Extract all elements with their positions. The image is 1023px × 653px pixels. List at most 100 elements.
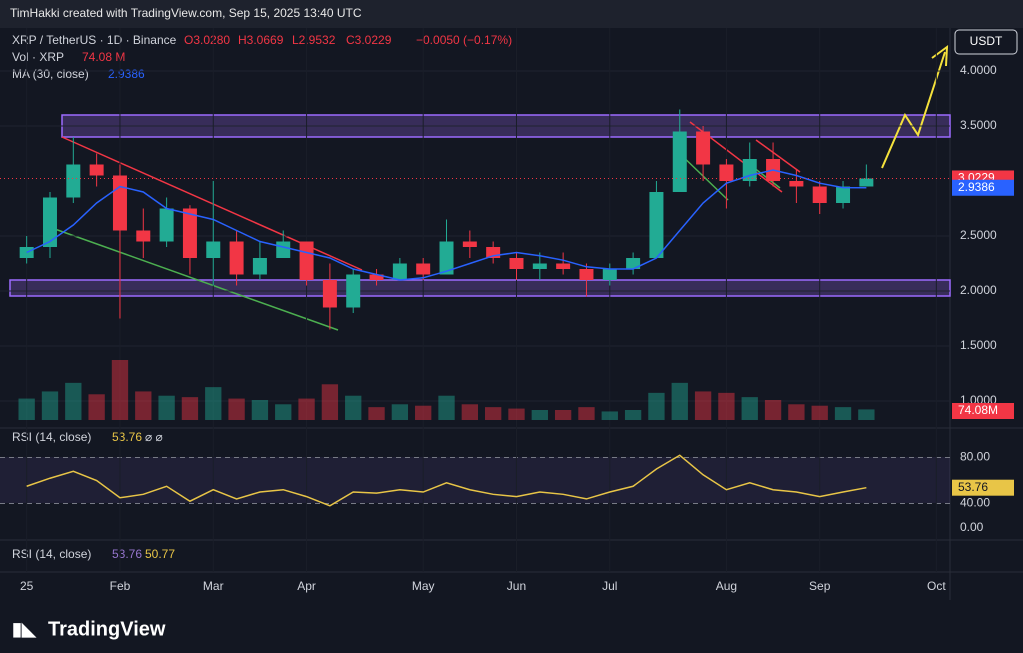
change: −0.0050 (−0.17%) [416, 33, 512, 47]
volume-bar [391, 404, 409, 420]
volume-bar [41, 391, 59, 420]
candle-body [206, 241, 221, 258]
x-tick-label: Apr [297, 579, 316, 593]
y-tick-label: 2.0000 [960, 283, 997, 297]
candle-body [66, 164, 81, 198]
candle-body [89, 164, 104, 176]
rsi-value: 53.76 [112, 430, 142, 444]
x-tick-label: Sep [809, 579, 831, 593]
volume-value: 74.08 M [82, 50, 125, 64]
volume-bar [181, 397, 199, 420]
volume-bar [741, 397, 758, 420]
ma-tag: 2.9386 [958, 180, 995, 194]
candle-body [859, 178, 874, 187]
volume-bar [648, 392, 665, 420]
candle-body [556, 263, 571, 269]
candle-body [276, 241, 291, 258]
candle-body [836, 186, 851, 203]
volume-bar [18, 398, 35, 420]
rsi-tick-label: 40.00 [960, 496, 990, 510]
candle-body [602, 269, 617, 280]
rsi2-value: 53.76 [112, 547, 142, 561]
candle-body [252, 258, 267, 275]
volume-bar [811, 405, 828, 420]
ma-line [26, 169, 867, 281]
currency-label[interactable]: USDT [970, 34, 1003, 48]
candle-body [626, 258, 641, 269]
volume-bar [694, 391, 712, 420]
volume-bar [65, 382, 82, 420]
candle-body [649, 192, 664, 258]
x-tick-label: Aug [716, 579, 737, 593]
rsi-line [26, 454, 867, 507]
rsi-tag-bg [952, 479, 1014, 496]
projection-arrow [881, 51, 946, 169]
volume-bar [368, 407, 385, 420]
candle-body [719, 164, 734, 181]
candle-body [812, 186, 827, 203]
candle-body [696, 131, 711, 165]
y-tick-label: 1.5000 [960, 338, 997, 352]
volume-bar [718, 392, 735, 420]
volume-bar [321, 384, 339, 420]
x-tick-label: Feb [110, 579, 131, 593]
volume-bar [251, 400, 269, 420]
candle-body [346, 274, 361, 308]
volume-bar [275, 404, 292, 420]
rsi-name: RSI (14, close) [12, 430, 91, 444]
credit: TimHakki created with TradingView.com, S… [10, 6, 362, 20]
rsi2-name: RSI (14, close) [12, 547, 91, 561]
y-tick-label: 3.5000 [960, 118, 997, 132]
footer [0, 600, 1023, 653]
header-bar [0, 0, 1023, 28]
x-tick-label: 25 [20, 579, 34, 593]
candle-body [159, 208, 174, 242]
candle-body [532, 263, 547, 269]
volume-bar [671, 382, 688, 420]
candle-body [299, 241, 314, 280]
candle-body [182, 208, 197, 258]
rsi-tick-label: 80.00 [960, 450, 990, 464]
volume-bar [88, 394, 105, 420]
volume-bar [531, 410, 548, 420]
rsi-band [0, 457, 950, 503]
candle-body [579, 269, 594, 280]
volume-bar [601, 411, 618, 420]
volume-bar [764, 400, 782, 420]
volume-bar [554, 410, 572, 420]
volume-tag-bg [952, 403, 1014, 419]
rsi2-ma-value: 50.77 [145, 547, 175, 561]
volume-bar [788, 404, 805, 420]
candle-body [369, 274, 384, 280]
volume-bar [858, 409, 875, 420]
volume-bar [158, 395, 175, 420]
volume-bar [624, 410, 642, 420]
volume-bar [298, 398, 315, 420]
volume-bar [415, 405, 432, 420]
x-tick-label: May [412, 579, 435, 593]
candle-body [789, 181, 804, 187]
volume-bar [484, 407, 502, 420]
close: C3.0229 [346, 33, 392, 47]
volume-tag: 74.08M [958, 403, 998, 417]
volume-bar [508, 408, 525, 420]
trend-line [755, 139, 801, 173]
candle-body [672, 131, 687, 192]
x-tick-label: Jun [507, 579, 526, 593]
candle-body [42, 197, 57, 247]
ma-value: 2.9386 [108, 67, 145, 81]
ma-tag-bg [952, 179, 1014, 196]
candle-body [392, 263, 407, 280]
low: L2.9532 [292, 33, 336, 47]
candle-body [416, 263, 431, 275]
currency-button[interactable] [954, 29, 1018, 55]
x-tick-label: Oct [927, 579, 946, 593]
volume-bar [228, 398, 245, 420]
volume-bar [578, 407, 595, 420]
candle-body [229, 241, 244, 275]
rsi2-axis-label: 0.00 [960, 520, 984, 534]
candle-body [112, 175, 127, 231]
